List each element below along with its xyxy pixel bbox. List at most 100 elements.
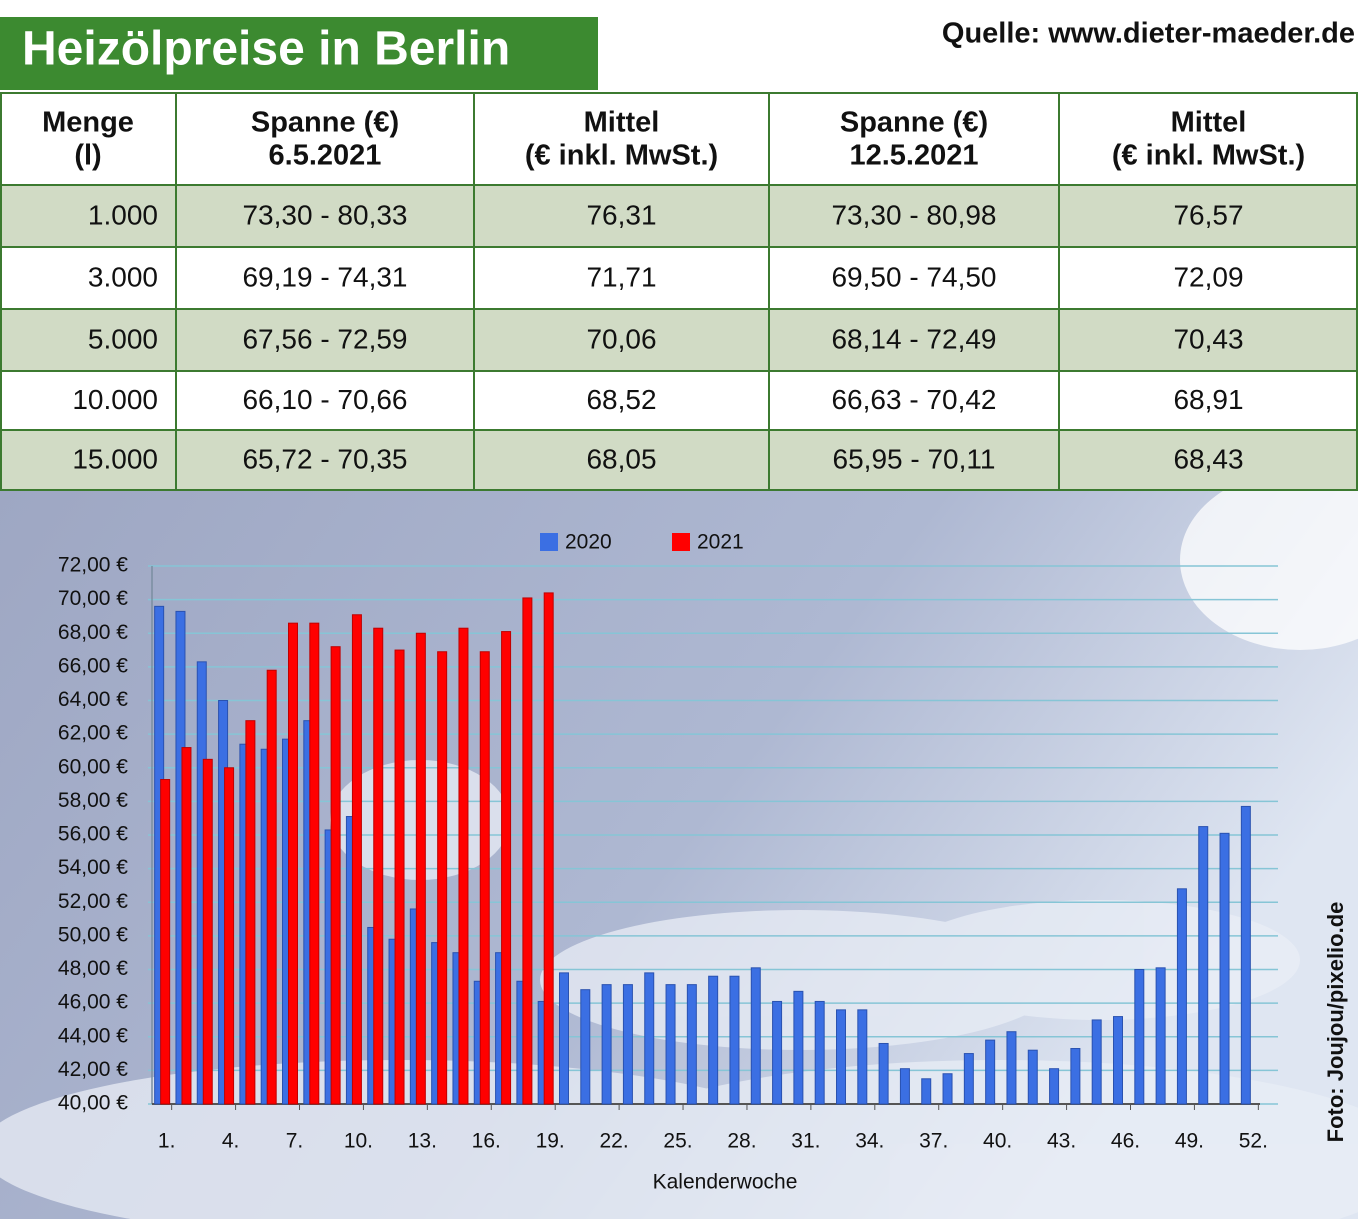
x-tick-label: 19.	[536, 1130, 565, 1153]
column-header: 6.5.2021	[269, 140, 382, 172]
column-header: Mittel	[584, 107, 660, 139]
table-cell: 68,91	[1173, 384, 1243, 415]
x-axis-title: Kalenderwoche	[653, 1171, 798, 1194]
bar	[729, 975, 740, 1105]
bar	[985, 1039, 996, 1105]
bar	[266, 669, 277, 1105]
x-tick-label: 4.	[222, 1130, 240, 1153]
x-tick-label: 7.	[286, 1130, 304, 1153]
bar	[921, 1078, 932, 1105]
bar	[1176, 888, 1187, 1105]
table-cell: 5.000	[88, 323, 158, 354]
bar	[814, 1000, 825, 1105]
y-tick-label: 66,00 €	[58, 654, 128, 677]
table-cell: 68,43	[1173, 443, 1243, 474]
table-cell: 68,52	[586, 384, 656, 415]
y-tick-label: 70,00 €	[58, 587, 128, 610]
bar	[1155, 967, 1166, 1105]
bar	[899, 1068, 910, 1105]
x-tick-label: 13.	[408, 1130, 437, 1153]
y-tick-label: 62,00 €	[58, 722, 128, 745]
bar	[479, 651, 490, 1105]
bar	[224, 767, 235, 1105]
bar	[181, 747, 192, 1105]
bar	[522, 597, 533, 1105]
column-header: (€ inkl. MwSt.)	[525, 140, 718, 172]
bar	[1134, 969, 1145, 1105]
bar	[373, 627, 384, 1105]
table-cell: 3.000	[88, 261, 158, 292]
bar	[458, 627, 469, 1105]
y-tick-label: 40,00 €	[58, 1092, 128, 1115]
y-tick-label: 52,00 €	[58, 890, 128, 913]
table-cell: 66,10 - 70,66	[242, 384, 407, 415]
table-cell: 67,56 - 72,59	[242, 323, 407, 354]
column-header: Spanne (€)	[251, 107, 399, 139]
title-box	[0, 17, 598, 90]
table-cell: 71,71	[586, 261, 656, 292]
bar	[644, 972, 655, 1105]
column-header: (l)	[74, 140, 101, 172]
bar	[288, 622, 298, 1105]
bar	[836, 1009, 846, 1105]
source: Quelle: www.dieter-maeder.de	[942, 18, 1355, 50]
y-tick-label: 44,00 €	[58, 1024, 128, 1047]
y-tick-label: 46,00 €	[58, 991, 128, 1014]
column-header: Menge	[42, 107, 134, 139]
bar	[559, 972, 569, 1105]
bar	[1049, 1068, 1060, 1105]
bar	[543, 592, 554, 1105]
column-header: Mittel	[1171, 107, 1247, 139]
table-cell: 69,50 - 74,50	[831, 261, 996, 292]
y-tick-label: 50,00 €	[58, 923, 128, 946]
x-tick-label: 34.	[855, 1130, 884, 1153]
x-tick-label: 16.	[472, 1130, 501, 1153]
legend-label: 2020	[565, 531, 612, 554]
bar	[394, 649, 405, 1105]
table-cell: 70,43	[1173, 323, 1243, 354]
bar	[309, 622, 320, 1105]
bar	[580, 989, 591, 1105]
y-tick-label: 48,00 €	[58, 957, 128, 980]
table-cell: 1.000	[88, 199, 158, 230]
table-cell: 10.000	[72, 384, 158, 415]
table-cell: 70,06	[586, 323, 656, 354]
x-tick-label: 37.	[919, 1130, 948, 1153]
photo-credit: Foto: Joujou/pixelio.de	[1323, 902, 1348, 1143]
y-tick-label: 54,00 €	[58, 856, 128, 879]
table-cell: 73,30 - 80,98	[831, 199, 996, 230]
table-row	[0, 371, 1358, 430]
y-tick-label: 64,00 €	[58, 688, 128, 711]
bar	[351, 614, 362, 1105]
y-tick-label: 72,00 €	[58, 554, 128, 577]
x-tick-label: 40.	[983, 1130, 1012, 1153]
column-header: (€ inkl. MwSt.)	[1112, 140, 1305, 172]
y-tick-label: 42,00 €	[58, 1058, 128, 1081]
bar	[1198, 826, 1209, 1105]
bar	[437, 651, 448, 1105]
table-row	[0, 185, 1358, 247]
table-cell: 76,57	[1173, 199, 1243, 230]
y-tick-label: 56,00 €	[58, 823, 128, 846]
table-cell: 68,05	[586, 443, 656, 474]
bar	[793, 990, 804, 1105]
table-row	[0, 309, 1358, 371]
bar	[415, 632, 426, 1105]
legend-swatch	[672, 533, 690, 551]
table-cell: 65,95 - 70,11	[833, 443, 996, 474]
table-cell: 65,72 - 70,35	[242, 443, 407, 474]
x-tick-label: 25.	[663, 1130, 692, 1153]
y-tick-label: 58,00 €	[58, 789, 128, 812]
legend-label: 2021	[697, 531, 744, 554]
x-tick-label: 31.	[791, 1130, 820, 1153]
x-tick-label: 10.	[344, 1130, 373, 1153]
bar	[1070, 1048, 1081, 1105]
x-tick-label: 49.	[1175, 1130, 1204, 1153]
bar	[878, 1042, 889, 1105]
bar	[1027, 1049, 1038, 1105]
table-cell: 66,63 - 70,42	[831, 384, 996, 415]
x-tick-label: 22.	[600, 1130, 629, 1153]
bar	[665, 984, 676, 1105]
